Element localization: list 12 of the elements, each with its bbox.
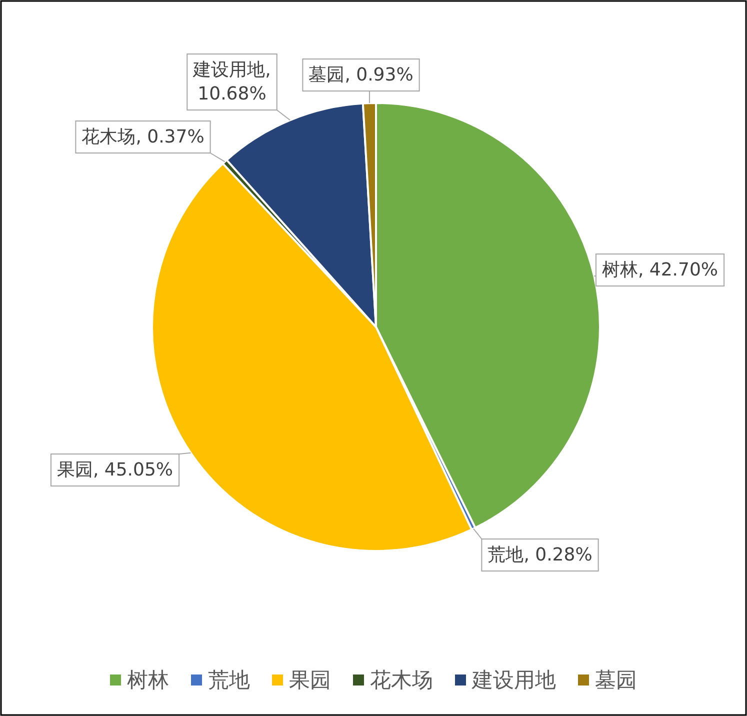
data-label: 建设用地, 10.68% <box>192 60 271 104</box>
legend-label: 花木场 <box>370 668 433 692</box>
data-label: 树林, 42.70% <box>602 260 718 280</box>
legend-label: 建设用地 <box>471 668 556 692</box>
data-label: 花木场, 0.37% <box>82 126 204 148</box>
legend-label: 果园 <box>289 668 331 692</box>
data-label: 墓园, 0.93% <box>308 64 414 86</box>
data-label: 果园, 45.05% <box>56 460 174 480</box>
legend-label: 树林 <box>127 668 169 692</box>
legend-label: 荒地 <box>208 668 250 692</box>
legend-label: 墓园 <box>595 668 637 692</box>
data-label: 荒地, 0.28% <box>488 544 592 566</box>
